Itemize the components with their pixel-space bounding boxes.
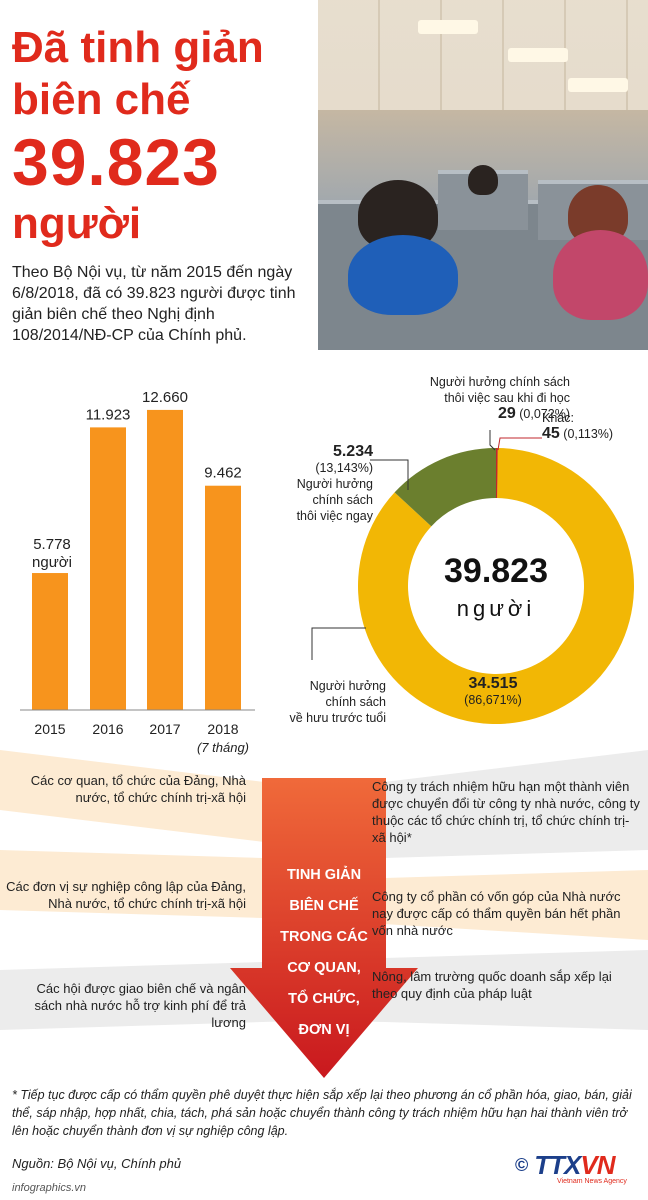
person-shirt — [348, 235, 458, 315]
bar-value-label: 9.462 — [204, 465, 242, 482]
ceiling — [318, 0, 648, 110]
donut-slice — [357, 448, 634, 724]
left-item-1: Các cơ quan, tổ chức của Đảng, Nhà nước,… — [30, 773, 246, 805]
study-value: 29 — [497, 405, 516, 422]
band-left-1 — [0, 750, 330, 850]
title-line-4: người — [12, 199, 142, 248]
donut-chart: 39.823 người Người hưởng chính sách thôi … — [280, 360, 648, 740]
label-retire-values: 34.515 (86,671%) — [448, 676, 538, 708]
bar-value-label: 12.660 — [142, 389, 188, 406]
arrow-line: ĐƠN VỊ — [298, 1022, 350, 1038]
retire-value: 34.515 — [468, 675, 518, 692]
source: Nguồn: Bộ Nội vụ, Chính phủ — [12, 1156, 182, 1171]
quit-value: 5.234 — [332, 443, 373, 460]
bar-2015 — [32, 573, 68, 710]
label-study-values: 29 (0,072%) — [340, 406, 570, 422]
leader-study — [489, 430, 496, 451]
label-retire: Người hưởng chính sách về hưu trước tuổi — [286, 678, 387, 726]
arrow-line: CƠ QUAN, — [287, 960, 361, 976]
bar-value-label: 11.923 — [86, 406, 131, 423]
bar-unit-label: người — [32, 554, 72, 571]
categories-section — [0, 750, 648, 1078]
label-quit: 5.234 (13,143%) Người hưởng chính sách t… — [288, 444, 373, 524]
retire-line1: Người hưởng — [309, 679, 386, 693]
right-item-3: Nông, lâm trường quốc doanh sắp xếp lại … — [372, 969, 612, 1001]
bar-value-label: 5.778 — [33, 536, 71, 553]
leader-retire — [311, 627, 366, 660]
title-line-1: Đã tinh giản — [12, 23, 264, 72]
bar-2018 — [205, 485, 241, 710]
copyright-icon: © — [515, 1155, 529, 1175]
arrow-line: BIÊN CHẾ — [289, 898, 359, 914]
other-value: 45 — [542, 425, 560, 442]
retire-percent: (86,671%) — [464, 693, 522, 707]
band-right-2 — [318, 870, 648, 940]
person-hair — [468, 165, 498, 195]
retire-line2: chính sách — [325, 695, 386, 709]
bar-category-label: 2016 — [92, 721, 123, 737]
right-item-2: Công ty cổ phần có vốn góp của Nhà nước … — [372, 889, 621, 938]
arrow-label: TINH GIẢN BIÊN CHẾ TRONG CÁC CƠ QUAN, TỔ… — [256, 860, 392, 1046]
quit-line1: Người hưởng — [296, 477, 373, 491]
bar-2017 — [147, 409, 183, 710]
page-title: Đã tinh giản biên chế 39.823 người — [12, 22, 264, 250]
band-left-2 — [0, 850, 330, 920]
donut-center-value: 39.823 — [444, 552, 548, 590]
arrow-line: TINH GIẢN — [286, 867, 362, 883]
ttxvn-logo: © TTXVN Vietnam News Agency — [515, 1150, 627, 1185]
bar-2016 — [90, 427, 126, 710]
bar-chart: 5.778 người 2015 11.923 2016 12.660 2017 9.462 2… — [0, 360, 325, 760]
leader-other — [497, 437, 542, 451]
intro-text: Theo Bộ Nội vụ, từ năm 2015 đến ngày 6/8… — [12, 264, 296, 344]
donut-center-unit: người — [457, 596, 536, 621]
band-right-1 — [318, 750, 648, 860]
donut-slice — [496, 448, 498, 499]
logo-subtitle: Vietnam News Agency — [557, 1178, 627, 1185]
label-study-line1: Người hưởng chính sách — [429, 375, 570, 389]
leader-quit — [370, 459, 409, 490]
label-other: Khác: 45 (0,113%) — [542, 410, 642, 442]
title-line-2: biên chế — [12, 75, 191, 124]
arrow-line: TRONG CÁC — [280, 929, 368, 945]
ceiling-light — [508, 48, 568, 62]
quit-line3: thôi việc ngay — [296, 509, 373, 523]
site-link[interactable]: infographics.vn — [12, 1182, 86, 1194]
quit-percent: (13,143%) — [315, 461, 373, 475]
retire-line3: về hưu trước tuổi — [289, 711, 387, 725]
logo-text-b: VN — [580, 1150, 615, 1180]
other-name: Khác: — [542, 411, 574, 425]
office-photo — [318, 0, 648, 350]
label-study-line2: thôi việc sau khi đi học — [444, 391, 570, 405]
donut-slice — [394, 448, 497, 527]
left-item-2: Các đơn vị sự nghiệp công lập của Đảng, … — [6, 879, 246, 911]
bar-category-label: 2017 — [149, 721, 180, 737]
right-item-1: Công ty trách nhiệm hữu hạn một thành vi… — [372, 779, 640, 845]
arrow-line: TỔ CHỨC, — [288, 991, 360, 1007]
label-study: Người hưởng chính sách thôi việc sau khi… — [340, 374, 570, 422]
study-percent: (0,072%) — [519, 407, 570, 421]
quit-line2: chính sách — [312, 493, 373, 507]
bar-category-label: 2018 — [207, 721, 238, 737]
left-item-3: Các hội được giao biên chế và ngân sách … — [34, 981, 246, 1030]
bar-category-label: 2015 — [34, 721, 65, 737]
title-number: 39.823 — [12, 125, 220, 199]
donut-chart-svg: 39.823 người — [311, 430, 634, 724]
footnote: * Tiếp tục được cấp có thẩm quyền phê du… — [12, 1088, 632, 1138]
logo-text: TTXVN — [534, 1150, 615, 1181]
person-shirt — [553, 230, 648, 320]
ceiling-light — [568, 78, 628, 92]
other-percent: (0,113%) — [563, 427, 614, 441]
center-arrow — [230, 778, 418, 1078]
logo-text-a: TTX — [534, 1150, 581, 1180]
bar-note-label: (7 tháng) — [197, 740, 249, 755]
ceiling-light — [418, 20, 478, 34]
